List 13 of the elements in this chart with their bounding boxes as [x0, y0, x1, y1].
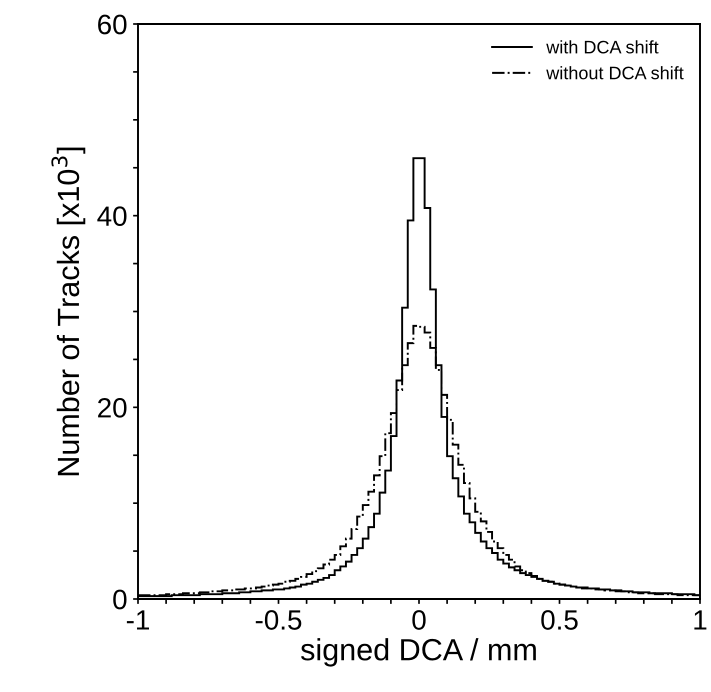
x-axis-title: signed DCA / mm — [300, 638, 536, 667]
x-tick-label: 0 — [412, 610, 426, 630]
x-tick-label: -1 — [126, 610, 149, 630]
y-tick-label: 0 — [113, 590, 126, 610]
y-tick-label: 60 — [98, 14, 126, 34]
legend-label: without DCA shift — [546, 66, 684, 80]
x-tick-label: 0.5 — [541, 610, 578, 630]
legend-label: with DCA shift — [546, 40, 659, 54]
x-tick-label: 1 — [694, 610, 706, 630]
y-axis-title: Number of Tracks [x10$^{3}$] — [51, 148, 86, 476]
y-tick-label: 40 — [97, 206, 126, 226]
y-tick-label: 20 — [98, 398, 126, 418]
x-tick-label: -0.5 — [256, 610, 302, 630]
